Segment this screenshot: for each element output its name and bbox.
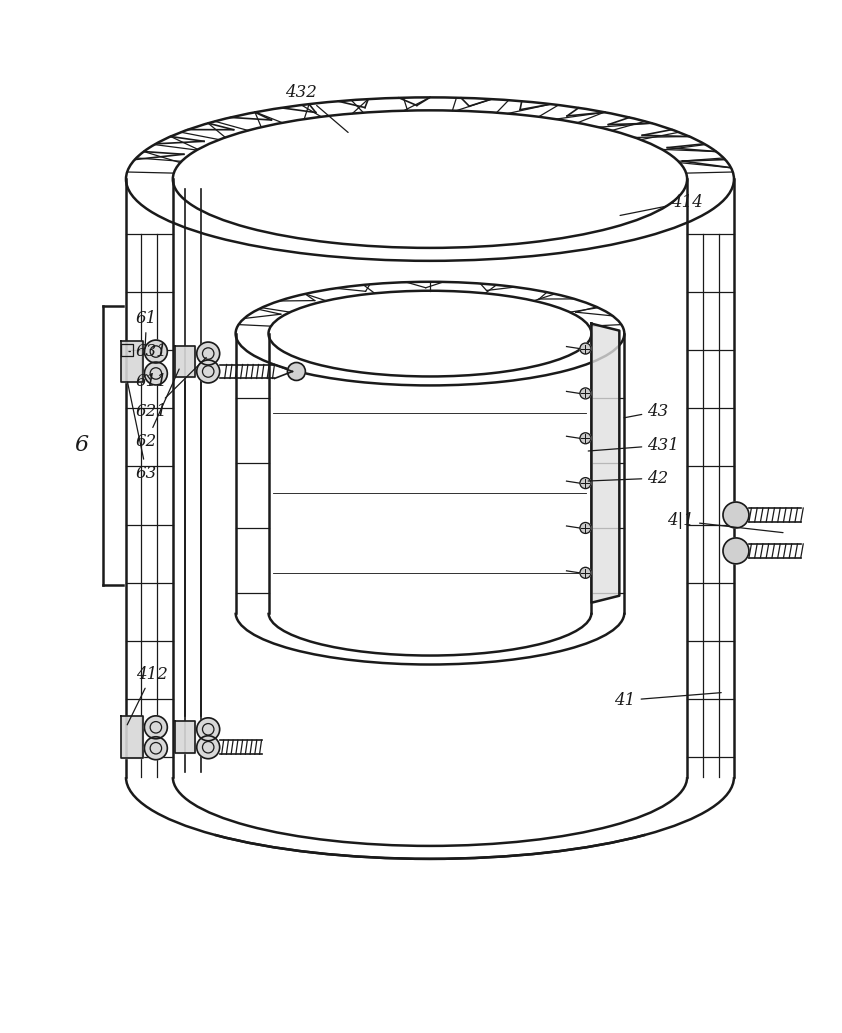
Circle shape bbox=[197, 342, 220, 365]
Circle shape bbox=[197, 718, 220, 741]
Circle shape bbox=[145, 737, 168, 759]
Text: 63: 63 bbox=[127, 382, 157, 481]
Polygon shape bbox=[175, 346, 195, 377]
Circle shape bbox=[580, 567, 591, 578]
Circle shape bbox=[580, 388, 591, 399]
Text: 42: 42 bbox=[589, 470, 669, 487]
Circle shape bbox=[580, 433, 591, 444]
Text: 62: 62 bbox=[136, 369, 179, 449]
Text: 611: 611 bbox=[136, 373, 168, 389]
Circle shape bbox=[580, 343, 591, 354]
Circle shape bbox=[197, 361, 220, 383]
Text: 631: 631 bbox=[129, 343, 168, 361]
Text: 43: 43 bbox=[624, 403, 669, 419]
Text: 414: 414 bbox=[620, 193, 703, 216]
Text: 432: 432 bbox=[285, 84, 348, 132]
Polygon shape bbox=[591, 323, 620, 602]
Polygon shape bbox=[175, 721, 195, 753]
Text: 621: 621 bbox=[136, 357, 206, 419]
Text: 6: 6 bbox=[74, 434, 88, 457]
Circle shape bbox=[580, 523, 591, 533]
Text: 4|1: 4|1 bbox=[667, 512, 783, 533]
Text: 61: 61 bbox=[136, 310, 157, 349]
Circle shape bbox=[145, 340, 168, 363]
Polygon shape bbox=[121, 716, 143, 758]
Circle shape bbox=[723, 538, 749, 564]
Text: 431: 431 bbox=[589, 437, 679, 453]
Text: 412: 412 bbox=[127, 666, 168, 725]
Circle shape bbox=[723, 502, 749, 528]
Polygon shape bbox=[121, 341, 143, 382]
Circle shape bbox=[287, 363, 306, 380]
Circle shape bbox=[580, 477, 591, 489]
Circle shape bbox=[145, 716, 168, 739]
Circle shape bbox=[197, 735, 220, 758]
Circle shape bbox=[145, 362, 168, 385]
Text: 41: 41 bbox=[615, 692, 722, 709]
